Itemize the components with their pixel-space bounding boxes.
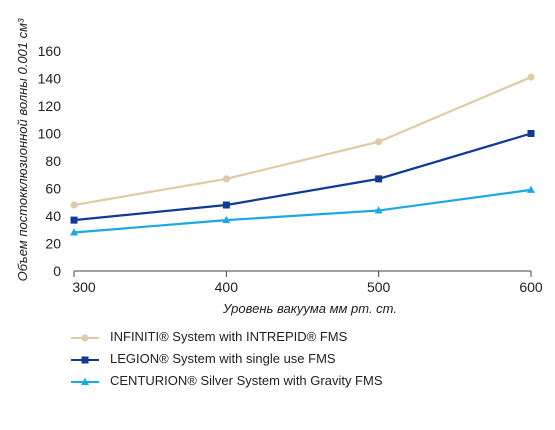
data-point xyxy=(527,130,535,137)
legend-label: LEGION® System with single use FMS xyxy=(110,351,336,366)
y-tick-label: 0 xyxy=(53,263,61,279)
line-chart: 0 20 40 60 80 100 120 140 160 300 400 500 600 Урове… xyxy=(15,18,543,316)
legend-swatch xyxy=(71,334,99,342)
x-tick-label: 400 xyxy=(215,279,239,295)
y-tick-label: 100 xyxy=(38,126,62,142)
series-3 xyxy=(70,185,535,236)
data-point xyxy=(70,228,78,236)
data-point xyxy=(222,201,230,209)
series-line xyxy=(73,188,532,234)
data-point xyxy=(222,175,230,183)
y-axis-ticks: 0 20 40 60 80 100 120 140 160 xyxy=(38,43,62,279)
x-tick-label: 300 xyxy=(72,279,96,295)
x-axis-label: Уровень вакуума мм рт. ст. xyxy=(222,301,397,316)
x-tick-label: 500 xyxy=(367,279,391,295)
y-tick-label: 80 xyxy=(45,153,61,169)
y-tick-label: 140 xyxy=(38,71,62,87)
y-tick-label: 120 xyxy=(38,98,62,114)
y-tick-label: 40 xyxy=(45,208,61,224)
y-tick-label: 20 xyxy=(45,236,61,252)
series-line xyxy=(73,132,532,222)
data-point xyxy=(374,206,383,214)
y-tick-label: 60 xyxy=(45,181,61,197)
series-1 xyxy=(70,73,535,209)
data-point xyxy=(70,201,78,209)
legend-swatch xyxy=(71,356,99,364)
y-axis-label: Объем постокклюзионной волны 0.001 см³ xyxy=(15,18,30,281)
legend-label: CENTURION® Silver System with Gravity FM… xyxy=(110,373,383,388)
data-point xyxy=(70,216,78,224)
data-point xyxy=(527,73,535,81)
y-tick-label: 160 xyxy=(38,43,62,59)
data-point xyxy=(222,215,231,224)
legend-swatch xyxy=(71,377,99,385)
series-group xyxy=(70,73,535,236)
x-tick-label: 600 xyxy=(519,279,543,295)
data-point xyxy=(375,138,383,146)
data-point xyxy=(375,175,383,183)
series-2 xyxy=(70,130,535,224)
data-point xyxy=(527,185,535,193)
legend-label: INFINITI® System with INTREPID® FMS xyxy=(110,329,348,344)
series-line xyxy=(73,76,532,207)
x-axis-ticks: 300 400 500 600 xyxy=(72,271,543,295)
